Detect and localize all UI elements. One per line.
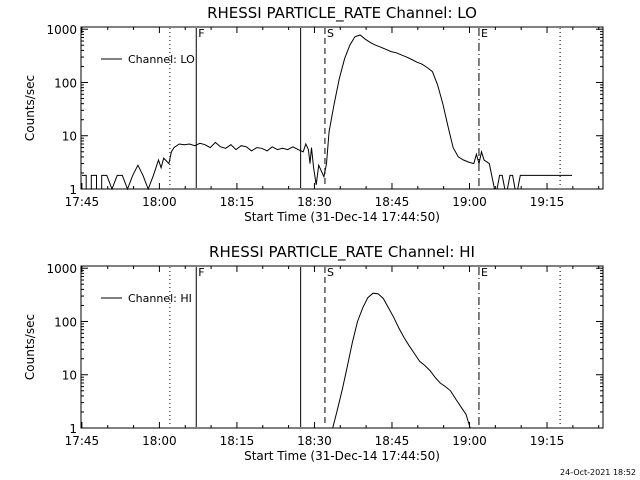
y-axis-label: Counts/sec — [23, 314, 37, 380]
y-tick-label: 1000 — [46, 262, 77, 276]
x-tick-label: 17:45 — [65, 195, 100, 209]
y-tick-label: 1 — [69, 183, 77, 197]
marker-label: F — [198, 266, 204, 279]
marker-label: S — [327, 266, 334, 279]
x-tick-label: 18:30 — [297, 434, 332, 448]
chart-title: RHESSI PARTICLE_RATE Channel: LO — [207, 4, 477, 23]
x-tick-label: 18:00 — [142, 434, 177, 448]
x-axis-label: Start Time (31-Dec-14 17:44:50) — [244, 210, 440, 224]
chart-title: RHESSI PARTICLE_RATE Channel: HI — [209, 243, 475, 262]
x-tick-label: 17:45 — [65, 434, 100, 448]
x-tick-label: 18:00 — [142, 195, 177, 209]
x-tick-label: 18:15 — [220, 195, 255, 209]
marker-label: E — [481, 266, 488, 279]
x-tick-label: 18:45 — [375, 434, 410, 448]
y-axis-label: Counts/sec — [23, 75, 37, 141]
panel-lo: RHESSI PARTICLE_RATE Channel: LO 17:45 18:… — [23, 4, 604, 224]
y-tick-label: 10 — [62, 369, 77, 383]
y-tick-label: 1 — [69, 422, 77, 436]
x-tick-label: 18:30 — [297, 195, 332, 209]
series-line — [82, 34, 572, 191]
x-tick-label: 19:00 — [452, 434, 487, 448]
marker-label: S — [327, 27, 334, 40]
marker-label: F — [198, 27, 204, 40]
x-axis-label: Start Time (31-Dec-14 17:44:50) — [244, 449, 440, 463]
footer-timestamp: 24-Oct-2021 18:52 — [560, 468, 636, 477]
x-tick-label: 19:15 — [530, 195, 565, 209]
series-line — [332, 292, 471, 429]
panel-hi: RHESSI PARTICLE_RATE Channel: HI 17:45 18:… — [23, 243, 604, 463]
y-tick-label: 10 — [62, 130, 77, 144]
y-tick-label: 100 — [54, 315, 77, 329]
x-tick-label: 19:15 — [530, 434, 565, 448]
plot-frame — [80, 265, 604, 429]
legend-label: Channel: HI — [128, 292, 192, 305]
plot-frame — [80, 26, 604, 190]
marker-label: E — [481, 27, 488, 40]
x-tick-label: 19:00 — [452, 195, 487, 209]
y-tick-label: 1000 — [46, 23, 77, 37]
legend-label: Channel: LO — [128, 53, 195, 66]
y-tick-label: 100 — [54, 76, 77, 90]
x-tick-label: 18:15 — [220, 434, 255, 448]
x-tick-label: 18:45 — [375, 195, 410, 209]
